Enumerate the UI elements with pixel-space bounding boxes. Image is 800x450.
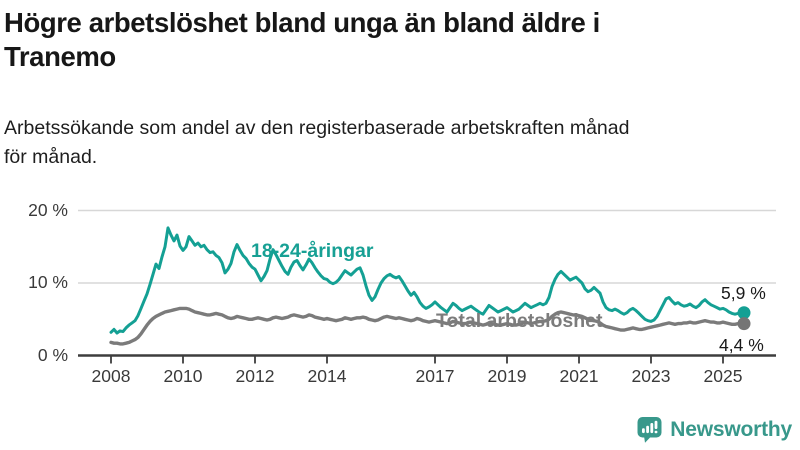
- newsworthy-logo-icon: [637, 417, 662, 443]
- youth-series-line: [109, 226, 746, 335]
- title-line-1: Högre arbetslöshet bland unga än bland ä…: [4, 7, 600, 38]
- x-axis-tick-label: 2008: [91, 366, 131, 386]
- total-series-endpoint-dot: [737, 317, 751, 331]
- youth-series-label: 18-24-åringar: [251, 240, 374, 262]
- x-axis-tick-label: 2017: [415, 366, 455, 386]
- x-axis-tick-label: 2019: [487, 366, 527, 386]
- page-title: Högre arbetslöshet bland unga än bland ä…: [4, 6, 764, 74]
- y-axis-tick-label: 20 %: [28, 199, 68, 220]
- youth-end-value-label: 5,9 %: [721, 283, 766, 303]
- x-axis-tick-label: 2025: [703, 366, 743, 386]
- y-axis-tick-label: 0 %: [37, 344, 68, 365]
- subtitle-line-1: Arbetssökande som andel av den registerb…: [4, 117, 630, 139]
- x-axis-tick-label: 2012: [235, 366, 275, 386]
- title-line-2: Tranemo: [4, 41, 116, 72]
- subtitle-line-2: för månad.: [4, 146, 98, 168]
- x-axis-tick-label: 2023: [631, 366, 671, 386]
- chart-subtitle: Arbetssökande som andel av den registerb…: [4, 114, 794, 172]
- x-axis-tick-label: 2014: [307, 366, 347, 386]
- youth-series-endpoint-dot: [737, 306, 751, 320]
- newsworthy-logo: Newsworthy: [636, 416, 792, 443]
- x-axis-tick-label: 2010: [163, 366, 203, 386]
- total-series-label: Total arbetslöshet: [436, 310, 603, 332]
- newsworthy-brand-text: Newsworthy: [670, 417, 792, 441]
- x-axis-tick-label: 2021: [559, 366, 599, 386]
- total-end-value-label: 4,4 %: [719, 335, 764, 355]
- total-series-line: [109, 306, 746, 346]
- y-axis-tick-label: 10 %: [28, 272, 68, 292]
